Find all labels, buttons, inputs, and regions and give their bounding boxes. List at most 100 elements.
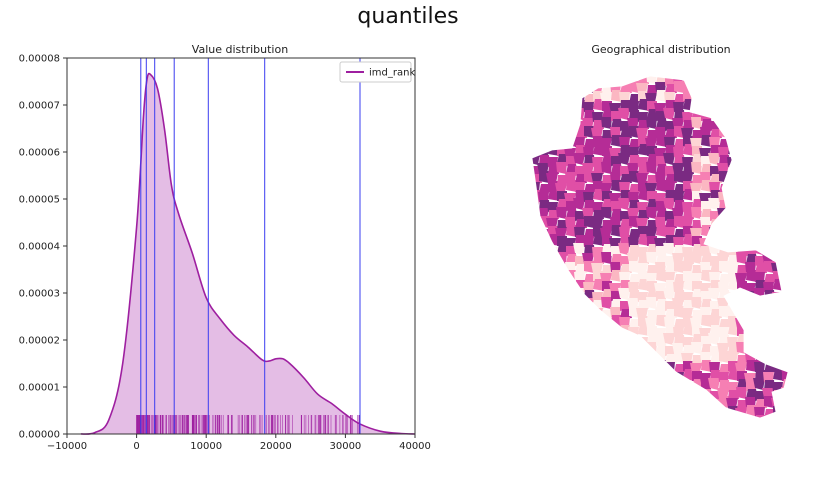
map-region (646, 387, 657, 399)
map-region (708, 288, 720, 300)
map-region (538, 372, 549, 382)
map-region (683, 414, 695, 418)
map-region (780, 228, 788, 238)
map-region (583, 417, 594, 418)
map-region (755, 391, 765, 401)
map-region (709, 407, 720, 417)
map-region (717, 208, 729, 219)
map-region (764, 200, 775, 210)
map-region (575, 399, 587, 409)
map-region (628, 417, 639, 418)
map-region (656, 389, 668, 399)
map-region (691, 252, 702, 264)
map-region (781, 252, 788, 264)
map-region (710, 415, 721, 418)
map-region (692, 400, 703, 410)
map-region (654, 328, 666, 338)
map-region (532, 211, 540, 221)
map-region (718, 102, 729, 112)
map-region (791, 254, 803, 264)
map-region (790, 397, 801, 408)
map-region (771, 173, 783, 183)
map-region (782, 281, 788, 291)
map-region (726, 263, 738, 273)
map-region (755, 100, 766, 111)
map-region (557, 289, 569, 300)
map-region (637, 292, 648, 302)
map-region (746, 135, 757, 147)
map-region (602, 416, 612, 418)
map-region (665, 370, 676, 381)
map-region (629, 364, 641, 374)
map-region (790, 352, 801, 363)
map-region (601, 117, 612, 129)
map-region (628, 237, 639, 247)
map-region (673, 282, 684, 292)
map-region (782, 310, 788, 320)
map-region (618, 153, 630, 165)
map-region (628, 282, 639, 292)
map-region (791, 119, 803, 129)
map-region (556, 207, 567, 219)
map-region (735, 138, 747, 148)
map-region (746, 381, 756, 391)
map-region (609, 148, 621, 158)
map-region (791, 135, 802, 147)
map-region (665, 391, 675, 401)
map-region (564, 373, 576, 383)
map-region (600, 228, 612, 238)
map-region (791, 156, 801, 166)
map-region (672, 388, 684, 399)
map-region (611, 381, 621, 391)
map-region (566, 336, 576, 346)
map-region (664, 362, 675, 372)
map-region (532, 378, 540, 390)
map-region (532, 391, 540, 401)
map-region (539, 245, 550, 255)
map-region (737, 199, 749, 210)
map-region (771, 353, 783, 363)
map-region (664, 317, 675, 327)
map-region (728, 189, 740, 201)
map-region (547, 292, 558, 302)
map-region (701, 90, 712, 102)
map-region (699, 103, 711, 113)
map-region (737, 220, 748, 230)
map-region (709, 227, 720, 237)
map-region (656, 111, 666, 121)
map-region (773, 181, 783, 192)
map-region (575, 354, 587, 364)
map-region (557, 400, 568, 410)
map-region (555, 93, 567, 103)
map-region (744, 103, 756, 113)
map-region (772, 157, 783, 167)
map-region (690, 183, 702, 193)
map-region (789, 148, 801, 158)
map-region (532, 92, 540, 102)
map-region (575, 391, 585, 401)
map-region (619, 272, 630, 282)
map-region (575, 325, 586, 336)
map-region (773, 406, 783, 417)
map-region (773, 210, 784, 220)
map-region (735, 93, 747, 103)
map-region (548, 316, 558, 327)
map-region (638, 300, 649, 310)
map-region (773, 76, 784, 85)
map-title: Geographical distribution (591, 43, 730, 56)
map-region (548, 390, 559, 400)
map-region (719, 81, 729, 93)
map-region (591, 173, 603, 183)
map-region (628, 372, 639, 382)
map-region (647, 175, 658, 185)
map-region (754, 317, 765, 327)
map-region (674, 409, 686, 418)
map-regions (532, 76, 803, 418)
map-region (782, 289, 788, 300)
map-region (773, 345, 784, 355)
map-region (547, 112, 558, 122)
map-region (746, 201, 756, 211)
map-region (532, 243, 540, 255)
map-region (575, 166, 585, 176)
